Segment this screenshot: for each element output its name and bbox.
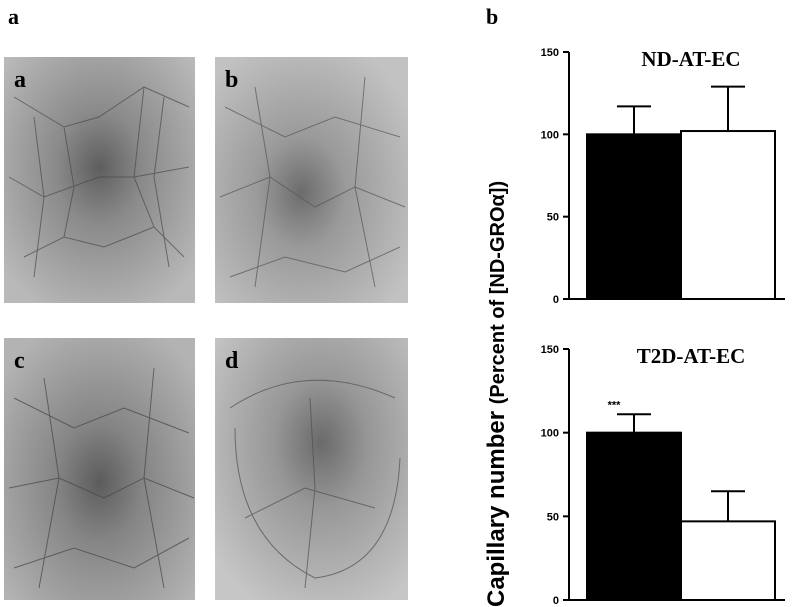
bar-0-0 [586, 133, 682, 300]
y-axis-label: Capillary number (Percent of [ND-GROα]) [442, 38, 532, 607]
y-tick-label-0-2: 100 [541, 129, 559, 141]
panel-b-label: b [486, 4, 499, 29]
y-tick-label-0-0: 0 [553, 294, 559, 306]
y-axis-label-paren: (Percent of [ND-GROα]) [487, 181, 509, 404]
y-axis-label-main: Capillary number [483, 404, 510, 607]
micrograph-c: c [4, 338, 195, 600]
micrograph-d-image [215, 338, 408, 600]
bar-charts: ND-AT-EC 0 50 100 150 T2D-AT-EC 0 50 100 150 *** [541, 47, 785, 607]
chart-title-0: ND-AT-EC [641, 47, 740, 71]
y-tick-label-1-3: 150 [541, 344, 559, 356]
svg-text:Capillary number (Perce: Capillary number (Percent of [ND-GROα]) [483, 181, 510, 607]
micrograph-d-label: d [225, 348, 239, 374]
micrograph-c-label: c [14, 348, 25, 374]
significance-1-0: *** [608, 399, 622, 411]
micrograph-a: a [4, 57, 195, 303]
y-tick-label-1-1: 50 [547, 511, 559, 523]
micrograph-c-image [4, 338, 195, 600]
y-tick-label-1-0: 0 [553, 595, 559, 607]
bar-1-1 [680, 520, 776, 601]
bar-1-0 [586, 431, 682, 601]
y-tick-label-0-1: 50 [547, 212, 559, 224]
bar-0-1 [680, 130, 776, 300]
micrograph-d: d [215, 338, 408, 600]
chart-title-1: T2D-AT-EC [637, 344, 746, 368]
micrograph-b: b [215, 57, 408, 303]
micrograph-b-label: b [225, 67, 239, 93]
y-tick-label-0-3: 150 [541, 47, 559, 59]
micrograph-a-label: a [14, 67, 26, 93]
panel-a-label: a [8, 4, 19, 29]
micrograph-b-image [215, 57, 408, 303]
y-tick-label-1-2: 100 [541, 428, 559, 440]
micrograph-a-image [4, 57, 195, 303]
